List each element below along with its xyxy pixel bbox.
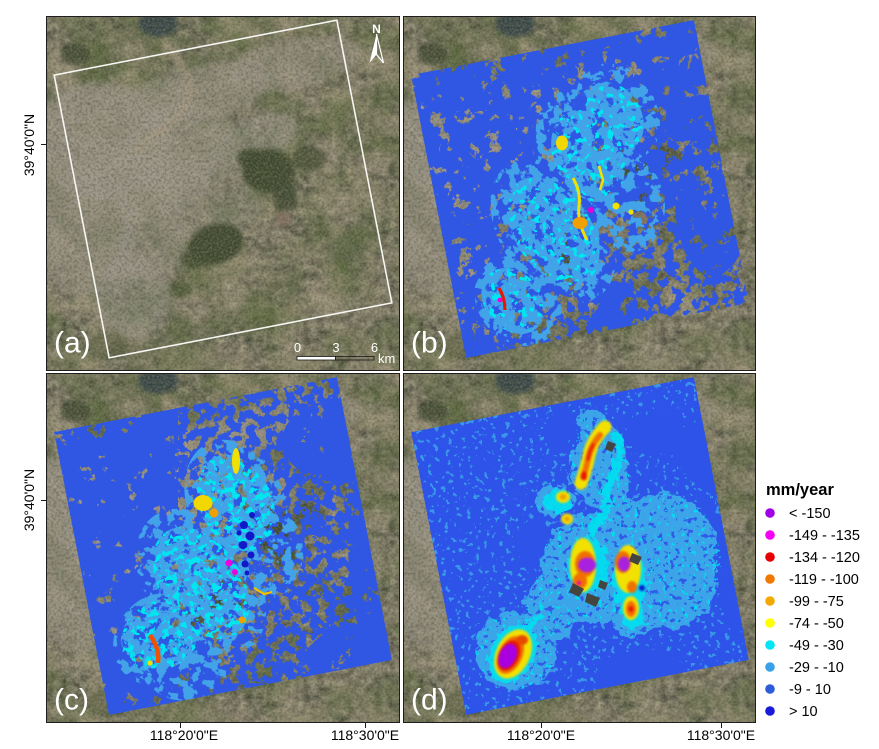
svg-text:39°40'0"N: 39°40'0"N: [21, 114, 37, 176]
svg-text:118°20'0"E: 118°20'0"E: [150, 727, 218, 743]
svg-text:118°30'0"E: 118°30'0"E: [687, 727, 755, 743]
svg-text:118°20'0"E: 118°20'0"E: [507, 727, 575, 743]
svg-text:-149 - -135: -149 - -135: [789, 528, 860, 544]
svg-text:> 10: > 10: [789, 704, 818, 720]
svg-text:-119 - -100: -119 - -100: [789, 572, 859, 588]
svg-text:mm/year: mm/year: [766, 481, 834, 499]
svg-text:N: N: [372, 22, 381, 36]
svg-text:-29 - -10: -29 - -10: [789, 660, 844, 676]
svg-text:0: 0: [294, 340, 301, 355]
svg-text:(d): (d): [411, 684, 448, 717]
svg-text:-9 - 10: -9 - 10: [789, 682, 831, 698]
svg-text:km: km: [378, 351, 395, 366]
svg-text:(a): (a): [54, 327, 91, 360]
svg-text:118°30'0"E: 118°30'0"E: [331, 727, 399, 743]
svg-text:39°40'0"N: 39°40'0"N: [21, 469, 37, 531]
svg-text:-134 - -120: -134 - -120: [789, 550, 860, 566]
svg-text:(b): (b): [411, 327, 448, 360]
svg-text:(c): (c): [54, 684, 89, 717]
svg-text:< -150: < -150: [789, 506, 831, 522]
svg-text:-99 - -75: -99 - -75: [789, 594, 844, 610]
svg-text:-49 - -30: -49 - -30: [789, 638, 844, 654]
svg-text:6: 6: [371, 340, 378, 355]
svg-text:3: 3: [332, 340, 339, 355]
svg-text:-74 - -50: -74 - -50: [789, 616, 844, 632]
